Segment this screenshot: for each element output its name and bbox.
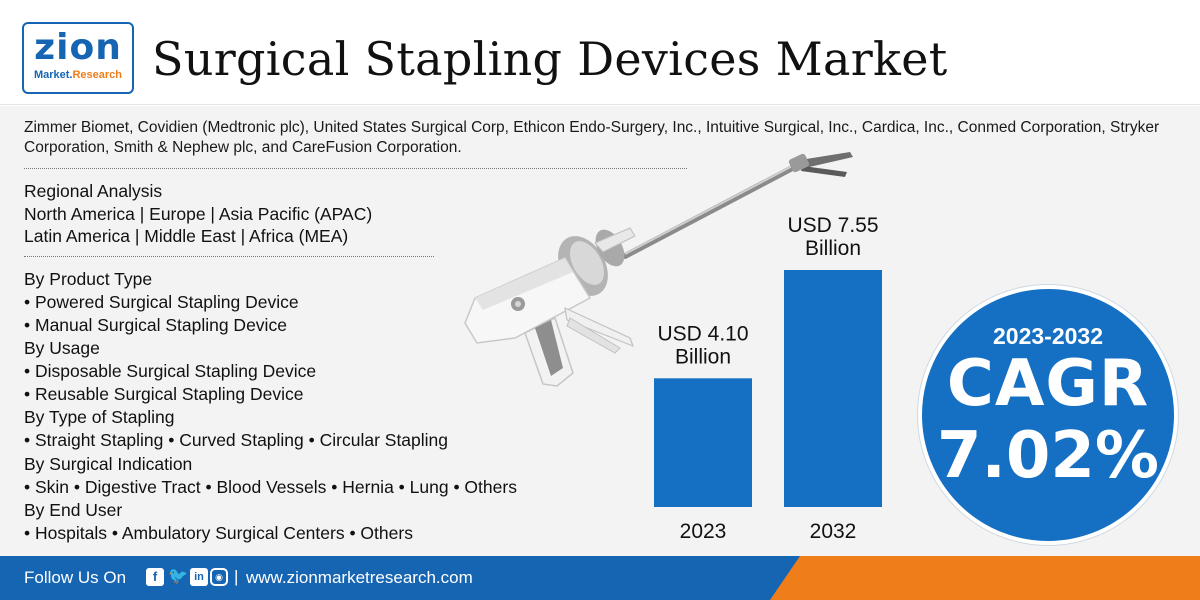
product-type-item-2: • Manual Surgical Stapling Device	[24, 315, 287, 335]
stapling-type-line: • Straight Stapling • Curved Stapling • …	[24, 430, 449, 450]
product-type-heading: By Product Type	[24, 269, 153, 289]
bar-value-label-2023-1: USD 4.10	[657, 322, 748, 345]
logo-subtitle: Market.Research	[24, 69, 132, 81]
footer-separator: |	[234, 567, 239, 586]
logo-wordmark: zion	[24, 24, 132, 72]
linkedin-icon[interactable]: in	[190, 568, 208, 586]
category-label-2023: 2023	[680, 520, 727, 543]
bar-2023	[654, 378, 752, 507]
footer: Follow Us On f 🐦 in ◉ | www.zionmarketre…	[0, 556, 1200, 600]
bar-2032	[784, 270, 882, 507]
cagr-badge: 2023-2032 CAGR 7.02%	[918, 285, 1178, 545]
logo-sub-research: Research	[72, 69, 123, 81]
logo-zion-text: zion	[34, 27, 122, 68]
facebook-icon[interactable]: f	[146, 568, 164, 586]
bar-value-label-2023-2: Billion	[675, 345, 731, 368]
usage-item-1: • Disposable Surgical Stapling Device	[24, 361, 317, 381]
surgical-indication-heading: By Surgical Indication	[24, 454, 193, 474]
bar-value-label-2032-1: USD 7.55	[787, 214, 878, 237]
cagr-value: 7.02%	[936, 419, 1160, 493]
header: zion Market.Research Surgical Stapling D…	[0, 0, 1200, 105]
cagr-label: CAGR	[946, 347, 1150, 421]
surgical-indication-line: • Skin • Digestive Tract • Blood Vessels…	[24, 477, 517, 497]
zion-logo[interactable]: zion Market.Research	[22, 22, 134, 94]
follow-us-label: Follow Us On	[24, 568, 127, 587]
product-type-item-1: • Powered Surgical Stapling Device	[24, 292, 299, 312]
stapling-type-heading: By Type of Stapling	[24, 407, 175, 427]
twitter-icon[interactable]: 🐦	[168, 568, 188, 585]
usage-heading: By Usage	[24, 338, 100, 358]
usage-item-2: • Reusable Surgical Stapling Device	[24, 384, 304, 404]
page-title: Surgical Stapling Devices Market	[152, 32, 948, 86]
category-label-2032: 2032	[810, 520, 857, 543]
end-user-line: • Hospitals • Ambulatory Surgical Center…	[24, 523, 413, 543]
website-link[interactable]: www.zionmarketresearch.com	[246, 568, 473, 587]
end-user-heading: By End User	[24, 500, 123, 520]
regional-line-1: North America | Europe | Asia Pacific (A…	[24, 204, 373, 224]
footer-accent	[770, 556, 1200, 600]
bar-value-label-2032-2: Billion	[805, 237, 861, 260]
logo-sub-market: Market.	[33, 69, 73, 81]
regional-line-2: Latin America | Middle East | Africa (ME…	[24, 226, 349, 246]
instagram-icon[interactable]: ◉	[210, 568, 228, 586]
regional-heading: Regional Analysis	[24, 181, 163, 201]
divider	[24, 168, 687, 169]
key-companies: Zimmer Biomet, Covidien (Medtronic plc),…	[24, 119, 1160, 156]
cagr-period: 2023-2032	[993, 323, 1103, 349]
surgical-stapler-image	[464, 152, 853, 387]
divider	[24, 256, 434, 257]
